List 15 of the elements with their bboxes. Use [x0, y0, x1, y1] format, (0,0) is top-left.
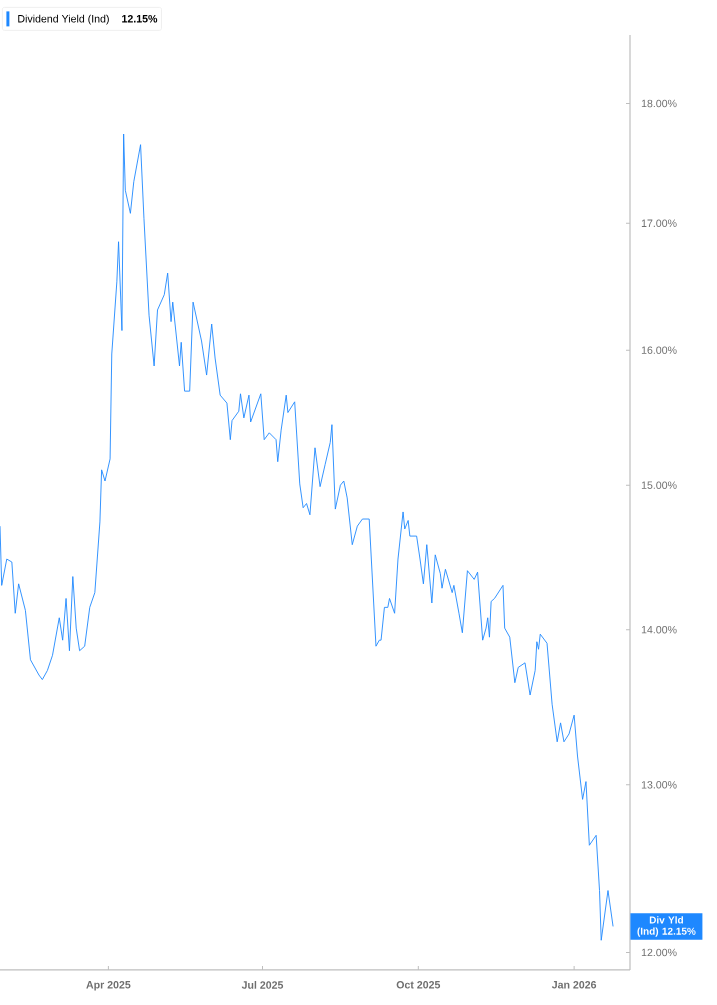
line-series	[0, 133, 614, 941]
annotation: Div Yld (Ind) 12.15%	[637, 916, 696, 937]
x-tick-label: Apr 2025	[86, 981, 131, 991]
y-tick-label: 16.00%	[641, 346, 677, 354]
x-tick-label: Jul 2025	[241, 980, 284, 989]
legend-label: Dividend Yield (Ind)	[18, 14, 109, 25]
y-tick-label: 13.00%	[641, 781, 677, 789]
y-tick-label: 12.00%	[641, 948, 677, 957]
y-tick-label: 14.00%	[641, 625, 677, 634]
y-tick-label: 15.00%	[641, 481, 677, 489]
text: 12.15%	[122, 14, 158, 23]
y-tick-label: 17.00%	[641, 219, 677, 227]
x-tick-label: Oct 2025	[396, 981, 441, 989]
y-tick-label: 18.00%	[641, 99, 677, 108]
x-tick-label: Jan 2026	[551, 981, 597, 989]
